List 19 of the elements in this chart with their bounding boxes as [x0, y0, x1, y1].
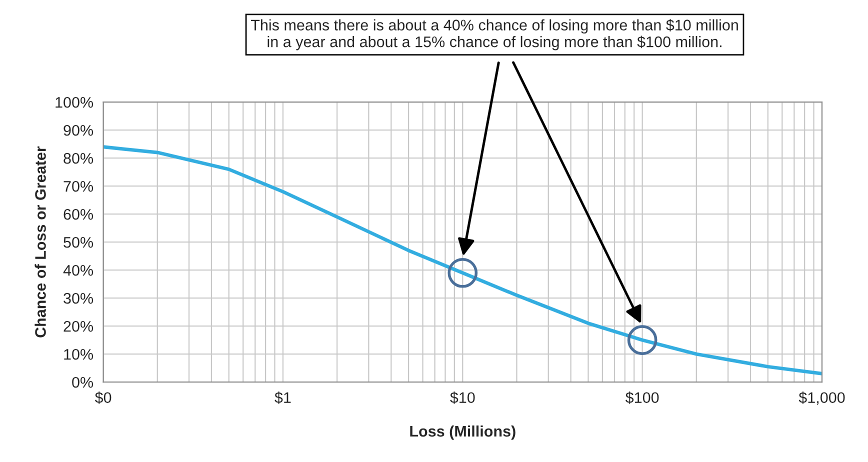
y-tick-label: 40% — [63, 264, 94, 276]
y-tick-label: 20% — [64, 320, 94, 332]
y-tick-label: 30% — [64, 292, 94, 304]
x-tick-label: $100 — [625, 392, 659, 404]
y-tick-label: 0% — [72, 376, 94, 388]
x-tick-label: $1 — [274, 392, 291, 404]
y-tick-label: 10% — [64, 348, 94, 360]
y-tick-label: 90% — [64, 124, 94, 136]
x-tick-label: $10 — [450, 392, 475, 404]
x-tick-label: $0 — [94, 392, 112, 404]
text: This means there is about a 40% chance of losing more than $10 million in a year and about a 15% chance of losing more than $100 million. — [250, 19, 738, 50]
y-tick-label: 50% — [64, 236, 94, 248]
x-axis-title: Loss (Millions) — [410, 425, 516, 440]
y-tick-label: 70% — [64, 180, 94, 192]
y-tick-label: 60% — [64, 208, 94, 220]
y-axis-title: Chance of Loss or Greater — [34, 146, 46, 338]
y-tick-label: 80% — [64, 152, 94, 164]
x-tick-label: $1,000 — [798, 392, 845, 405]
y-tick-label: 100% — [56, 96, 94, 108]
